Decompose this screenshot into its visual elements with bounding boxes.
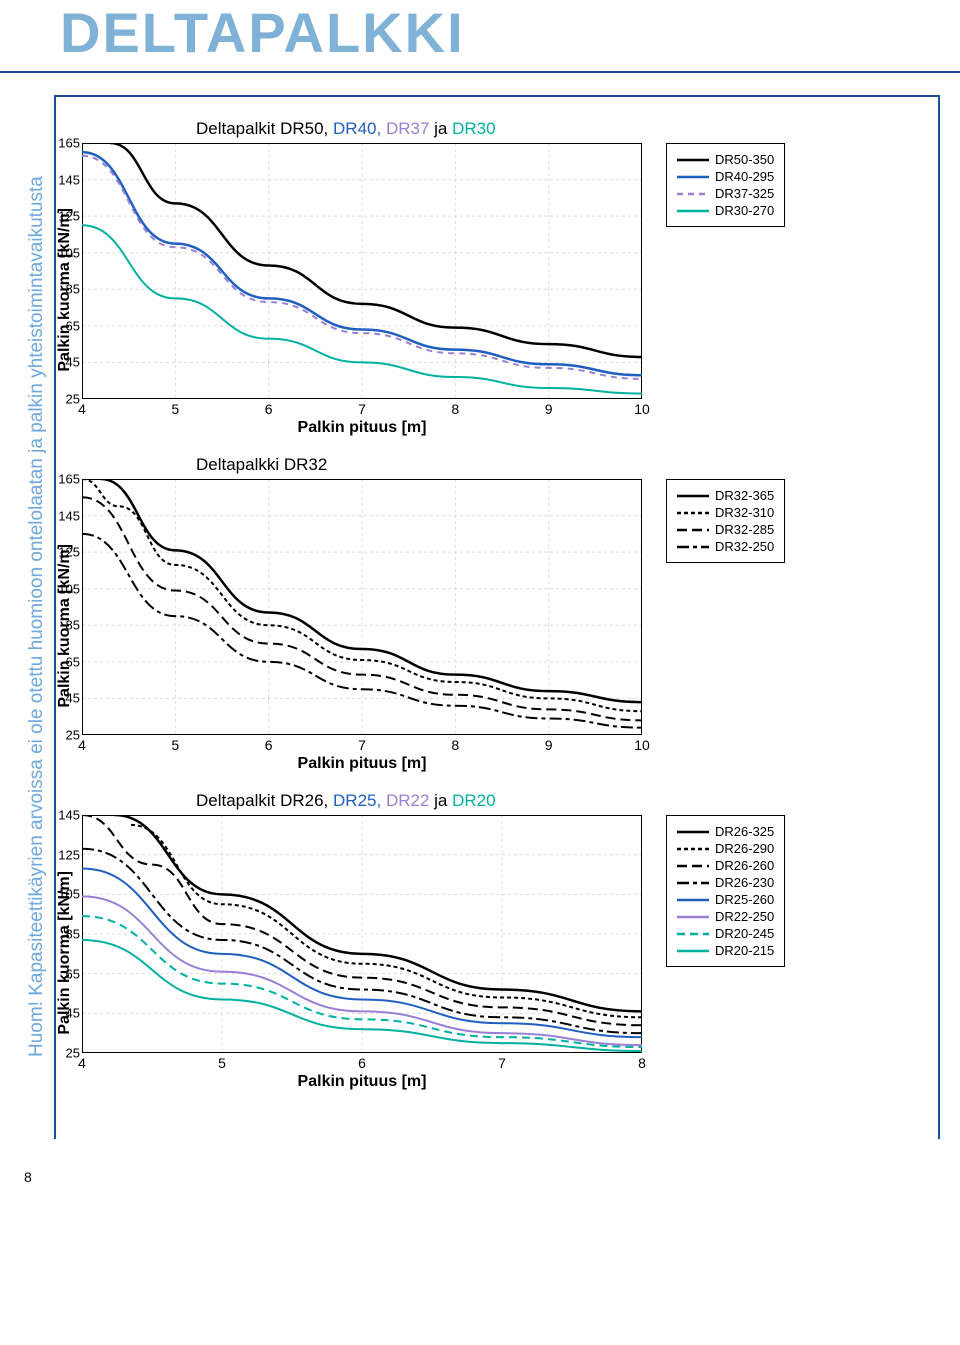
legend-item: DR32-365: [677, 488, 774, 503]
legend-item: DR20-245: [677, 926, 774, 941]
chart-1-plot: 25456585105125145165: [82, 143, 642, 399]
legend-item: DR26-260: [677, 858, 774, 873]
chart-3: Deltapalkit DR26, DR25, DR22 ja DR20 Pal…: [56, 791, 920, 1091]
chart-2-title: Deltapalkki DR32: [196, 455, 920, 475]
page-number: 8: [0, 1139, 960, 1193]
legend-item: DR32-250: [677, 539, 774, 554]
legend-item: DR32-285: [677, 522, 774, 537]
chart-2-xticks: 45678910: [82, 735, 642, 753]
legend-item: DR26-230: [677, 875, 774, 890]
content-box: Deltapalkit DR50, DR40, DR37 ja DR30 Pal…: [54, 95, 940, 1139]
chart-3-title: Deltapalkit DR26, DR25, DR22 ja DR20: [196, 791, 920, 811]
chart-1-legend: DR50-350 DR40-295 DR37-325 DR30-270: [666, 143, 785, 227]
chart-2-legend: DR32-365 DR32-310 DR32-285 DR32-250: [666, 479, 785, 563]
chart-3-xlabel: Palkin pituus [m]: [82, 1073, 642, 1091]
legend-item: DR22-250: [677, 909, 774, 924]
chart-3-plot: 25456585105125145: [82, 815, 642, 1053]
legend-item: DR50-350: [677, 152, 774, 167]
page-title: DELTAPALKKI: [0, 0, 960, 71]
legend-item: DR20-215: [677, 943, 774, 958]
chart-3-xticks: 45678: [82, 1053, 642, 1071]
chart-1-xticks: 45678910: [82, 399, 642, 417]
chart-2: Deltapalkki DR32 Palkin kuorma [kN/m] 25…: [56, 455, 920, 773]
legend-item: DR25-260: [677, 892, 774, 907]
legend-item: DR37-325: [677, 186, 774, 201]
chart-2-xlabel: Palkin pituus [m]: [82, 755, 642, 773]
legend-item: DR26-290: [677, 841, 774, 856]
chart-2-plot: 25456585105125145165: [82, 479, 642, 735]
chart-3-legend: DR26-325 DR26-290 DR26-260 DR26-230 DR25-260…: [666, 815, 785, 967]
legend-item: DR26-325: [677, 824, 774, 839]
layout: Huom! Kapasiteettikäyrien arvoissa ei ol…: [0, 95, 960, 1139]
legend-item: DR30-270: [677, 203, 774, 218]
legend-item: DR32-310: [677, 505, 774, 520]
chart-1: Deltapalkit DR50, DR40, DR37 ja DR30 Pal…: [56, 119, 920, 437]
chart-1-xlabel: Palkin pituus [m]: [82, 419, 642, 437]
chart-1-title: Deltapalkit DR50, DR40, DR37 ja DR30: [196, 119, 920, 139]
legend-item: DR40-295: [677, 169, 774, 184]
title-underline: [0, 71, 960, 73]
